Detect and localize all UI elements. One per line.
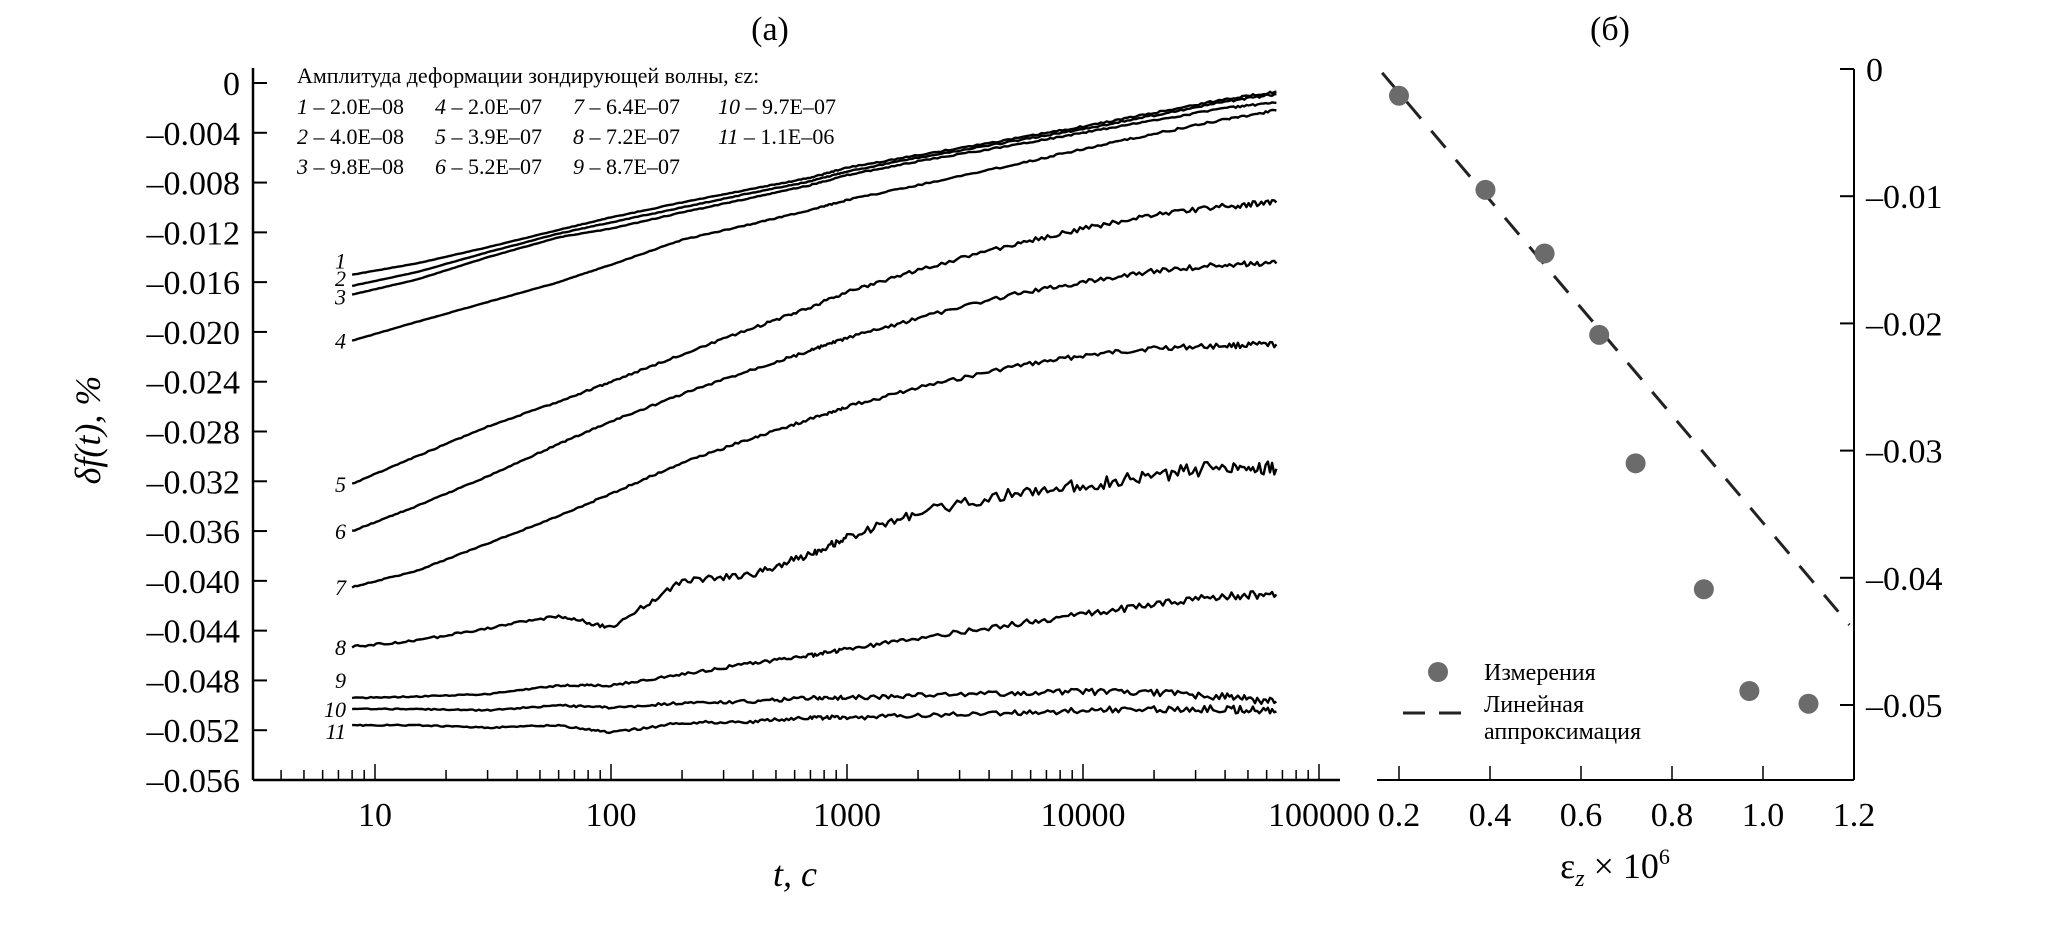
measurement-point [1693,579,1714,600]
curve-2 [351,93,1277,288]
y-tick-label: –0.040 [146,564,241,601]
legend-entry: 2 – 4.0E–08 [297,124,404,149]
legend-label-linear-fit-line2: аппроксимация [1484,719,1641,745]
y-tick-label: –0.020 [146,315,241,352]
measurement-point [1475,179,1496,200]
measurement-point [1534,243,1555,264]
x-tick-label: 1.2 [1833,797,1876,834]
y-tick-label: –0.048 [146,663,241,700]
y-tick-label: –0.032 [146,464,241,501]
curve-label-6: 6 [335,519,346,544]
measurement-point [1739,681,1760,702]
curve-8 [351,460,1278,649]
linear-fit-line [1381,71,1851,626]
y-tick-label: –0.028 [146,415,241,452]
panel-b-points [1389,85,1819,714]
curve-label-8: 8 [335,635,346,660]
legend-marker-measurements [1428,662,1448,682]
curve-label-5: 5 [335,472,346,497]
y-tick-label: –0.05 [1865,688,1943,725]
x-tick-label: 0.4 [1469,797,1512,834]
x-tick-label: 0.2 [1378,797,1421,834]
legend-entry: 3 – 9.8E–08 [296,154,404,179]
legend-entry: 7 – 6.4E–07 [573,94,680,119]
curve-5 [351,199,1278,485]
y-tick-label: 0 [223,66,240,103]
curve-9 [351,590,1278,700]
panel-b-x-ticks: 0.2 0.4 0.6 0.8 1.0 1.2 [1378,766,1876,834]
y-tick-label: –0.016 [146,265,241,302]
legend-entry: 10 – 9.7E–07 [718,94,836,119]
curve-1 [351,90,1277,276]
legend-entry: 6 – 5.2E–07 [435,154,542,179]
panel-b-x-label: εz × 106 [1560,844,1670,892]
panel-a-y-label: δf(t), % [68,376,108,485]
x-tick-label: 10 [358,797,392,834]
curve-7 [351,340,1278,589]
curve-label-10: 10 [324,697,346,722]
panel-a-y-ticks: 0 –0.004 –0.008 –0.012 –0.016 –0.020 –0.024 –0.… [146,66,267,800]
legend-entry: 4 – 2.0E–07 [435,94,542,119]
x-tick-label: 1.0 [1742,797,1785,834]
panel-a-x-label: t, с [773,854,817,894]
panel-b: (б) 0 –0.01 –0.02 –0.03 –0.04 –0.05 0.2 0.4 0.6… [1377,11,1943,892]
x-tick-label: 100000 [1268,797,1370,834]
curve-label-3: 3 [334,285,346,310]
panel-a-curves [351,90,1278,735]
y-tick-label: –0.036 [146,514,241,551]
panel-b-fit-line [1381,71,1851,626]
curve-label-9: 9 [335,668,346,693]
curve-label-2: 2 [335,266,346,291]
curve-label-11: 11 [326,719,346,744]
y-tick-label: –0.004 [146,116,241,153]
y-tick-label: –0.044 [146,614,241,651]
panel-a: (а) 0 –0.004 –0.008 –0.012 –0.016 –0.020 –0.02… [68,11,1370,894]
legend-entry: 9 – 8.7E–07 [573,154,680,179]
panel-a-title: (а) [751,11,789,48]
panel-b-title: (б) [1590,11,1630,48]
measurement-point [1798,693,1819,714]
y-tick-label: –0.012 [146,215,241,252]
curve-label-7: 7 [335,575,347,600]
measurement-point [1625,453,1646,474]
measurement-point [1589,324,1610,345]
y-tick-label: –0.03 [1865,434,1943,471]
curve-3 [351,101,1277,296]
panel-a-legend: Амплитуда деформации зондирующей волны, … [296,63,836,179]
legend-label-measurements: Измерения [1484,660,1596,686]
panel-b-legend: Измерения Линейная аппроксимация [1403,660,1641,745]
curve-6 [352,259,1278,532]
panel-a-x-ticks: 10 100 1000 10000 100000 [280,764,1370,834]
curve-4 [351,108,1277,342]
legend-entry: 11 – 1.1E–06 [718,124,834,149]
legend-title: Амплитуда деформации зондирующей волны, … [297,63,759,88]
panel-b-y-ticks: 0 –0.01 –0.02 –0.03 –0.04 –0.05 [1840,52,1943,725]
y-tick-label: –0.024 [146,365,241,402]
curve-11 [352,704,1277,735]
x-tick-label: 0.6 [1560,797,1603,834]
y-tick-label: –0.056 [146,763,241,800]
y-tick-label: 0 [1866,52,1883,89]
curve-label-4: 4 [335,329,346,354]
y-tick-label: –0.04 [1865,561,1943,598]
curve-10 [351,687,1278,712]
y-tick-label: –0.02 [1865,306,1943,343]
legend-entry: 1 – 2.0E–08 [297,94,404,119]
x-tick-label: 10000 [1041,797,1126,834]
y-tick-label: –0.052 [146,713,241,750]
x-tick-label: 100 [586,797,637,834]
legend-entry: 5 – 3.9E–07 [435,124,542,149]
legend-label-linear-fit-line1: Линейная [1484,692,1584,718]
measurement-point [1389,85,1409,106]
legend-entry: 8 – 7.2E–07 [573,124,680,149]
curve-label-1: 1 [335,249,346,274]
x-tick-label: 0.8 [1651,797,1694,834]
y-tick-label: –0.01 [1865,179,1943,216]
y-tick-label: –0.008 [146,166,241,203]
x-tick-label: 1000 [813,797,881,834]
